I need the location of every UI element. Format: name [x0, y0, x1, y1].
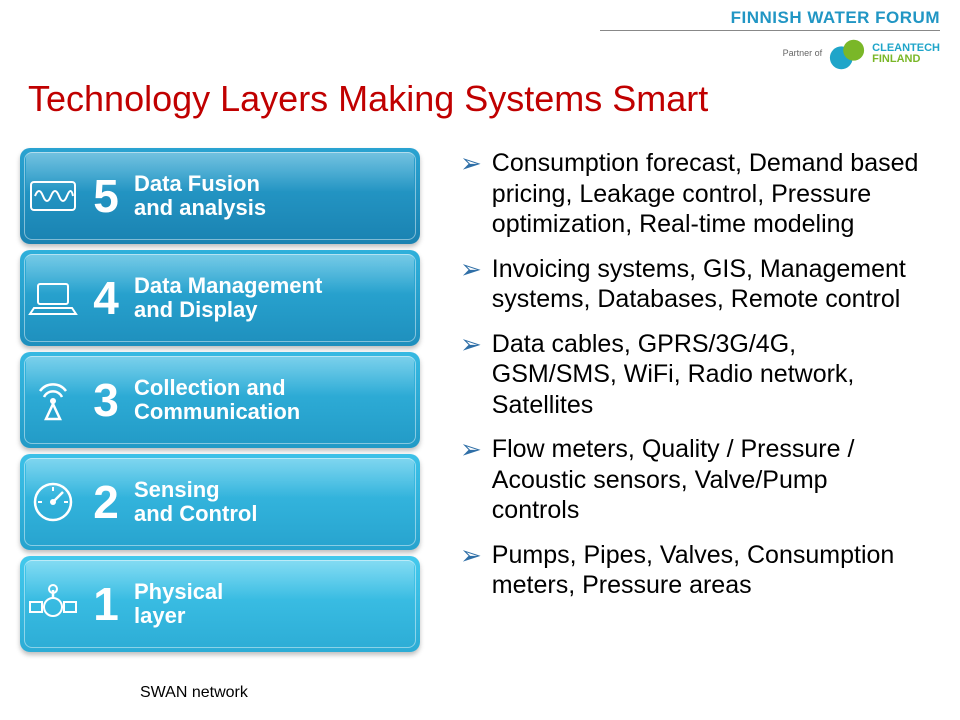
- layer-number: 5: [86, 169, 126, 223]
- cleantech-icon: [828, 35, 866, 73]
- bullet-item: ➢ Invoicing systems, GIS, Management sys…: [460, 254, 920, 315]
- cleantech-logo: CLEANTECH FINLAND: [872, 43, 940, 65]
- layer-2: 2 Sensingand Control: [20, 454, 420, 550]
- bullet-text: Invoicing systems, GIS, Management syste…: [492, 254, 920, 315]
- gauge-icon: [20, 479, 86, 525]
- layer-5: 5 Data Fusionand analysis: [20, 148, 420, 244]
- partner-block: Partner of CLEANTECH FINLAND: [783, 35, 940, 73]
- header-divider: [600, 30, 940, 31]
- header-left: FINNISH WATER FORUM Partner of CLEANTECH…: [600, 8, 940, 73]
- arrow-icon: ➢: [460, 331, 482, 357]
- arrow-icon: ➢: [460, 436, 482, 462]
- forum-name: FINNISH WATER FORUM: [731, 8, 940, 28]
- bullet-item: ➢ Data cables, GPRS/3G/4G, GSM/SMS, WiFi…: [460, 329, 920, 421]
- layer-4: 4 Data Managementand Display: [20, 250, 420, 346]
- bullet-item: ➢ Pumps, Pipes, Valves, Consumption mete…: [460, 540, 920, 601]
- layer-label: Physicallayer: [126, 580, 231, 628]
- waveform-icon: [20, 176, 86, 216]
- header: FINNISH WATER FORUM Partner of CLEANTECH…: [600, 8, 940, 73]
- partner-of-label: Partner of: [783, 49, 823, 59]
- layer-label: Sensingand Control: [126, 478, 265, 526]
- arrow-icon: ➢: [460, 256, 482, 282]
- bullet-text: Consumption forecast, Demand based prici…: [492, 148, 920, 240]
- arrow-icon: ➢: [460, 150, 482, 176]
- layers-stack: 5 Data Fusionand analysis 4 Data Managem…: [20, 148, 420, 658]
- source-credit: SWAN network: [140, 684, 248, 702]
- slide-title: Technology Layers Making Systems Smart: [28, 78, 708, 120]
- bullet-text: Flow meters, Quality / Pressure / Acoust…: [492, 434, 920, 526]
- cleantech-logo-bottom: FINLAND: [872, 54, 940, 65]
- valve-icon: [20, 584, 86, 624]
- layer-number: 2: [86, 475, 126, 529]
- antenna-icon: [20, 377, 86, 423]
- bullet-text: Data cables, GPRS/3G/4G, GSM/SMS, WiFi, …: [492, 329, 920, 421]
- layer-1: 1 Physicallayer: [20, 556, 420, 652]
- layer-number: 1: [86, 577, 126, 631]
- bullet-item: ➢ Flow meters, Quality / Pressure / Acou…: [460, 434, 920, 526]
- layer-label: Collection andCommunication: [126, 376, 308, 424]
- layer-label: Data Managementand Display: [126, 274, 330, 322]
- bullet-list: ➢ Consumption forecast, Demand based pri…: [460, 148, 920, 615]
- layer-number: 4: [86, 271, 126, 325]
- bullet-item: ➢ Consumption forecast, Demand based pri…: [460, 148, 920, 240]
- layer-3: 3 Collection andCommunication: [20, 352, 420, 448]
- layer-label: Data Fusionand analysis: [126, 172, 274, 220]
- laptop-icon: [20, 278, 86, 318]
- bullet-text: Pumps, Pipes, Valves, Consumption meters…: [492, 540, 920, 601]
- arrow-icon: ➢: [460, 542, 482, 568]
- layer-number: 3: [86, 373, 126, 427]
